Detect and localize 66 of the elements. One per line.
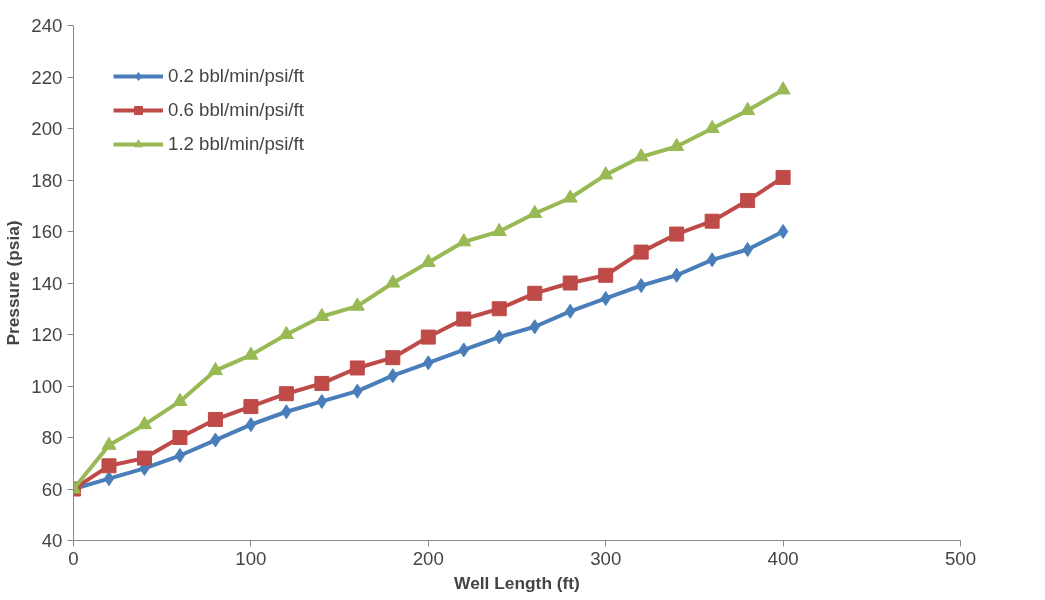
y-tick-label: 220	[31, 66, 63, 88]
point	[420, 329, 436, 345]
point	[740, 101, 756, 116]
legend-label: 0.6 bbl/min/psi/ft	[168, 99, 304, 121]
point	[136, 416, 152, 430]
point	[278, 325, 294, 340]
point	[598, 267, 614, 283]
point	[633, 148, 649, 162]
point	[420, 253, 436, 267]
point	[669, 137, 685, 152]
x-tick-label: 0	[68, 547, 79, 569]
point	[562, 189, 578, 203]
point	[491, 222, 507, 237]
point	[349, 360, 365, 376]
point	[562, 275, 578, 291]
y-tick-label: 60	[41, 478, 63, 500]
point	[456, 233, 472, 247]
point	[316, 393, 328, 409]
point	[174, 448, 186, 464]
x-tick-label: 400	[767, 547, 799, 569]
point	[706, 252, 718, 268]
legend-label: 1.2 bbl/min/psi/ft	[168, 133, 304, 155]
point	[207, 361, 223, 376]
y-tick-label: 200	[31, 118, 63, 139]
y-tick-label: 40	[41, 530, 63, 551]
y-tick-label: 160	[31, 221, 63, 242]
x-tick-label: 500	[944, 547, 977, 569]
point	[314, 307, 330, 322]
y-axis-title: Pressure (psia)	[3, 220, 24, 346]
y-tick-label: 180	[31, 169, 63, 191]
x-tick-label: 100	[235, 547, 267, 569]
legend-label: 0.2 bbl/min/psi/ft	[168, 65, 304, 87]
point	[527, 285, 543, 301]
x-axis-title: Well Length (ft)	[454, 572, 580, 593]
point	[172, 430, 188, 445]
point	[740, 193, 756, 209]
point	[314, 375, 330, 391]
point	[349, 297, 365, 311]
point	[103, 471, 115, 487]
point	[207, 411, 223, 427]
point	[245, 417, 257, 433]
y-tick-label: 140	[31, 272, 63, 294]
x-tick-label: 300	[590, 547, 622, 569]
point	[243, 399, 259, 415]
point	[136, 450, 152, 466]
point	[278, 386, 294, 402]
point	[777, 224, 789, 239]
point	[704, 119, 720, 134]
point	[669, 226, 685, 242]
x-tick-label: 200	[412, 547, 444, 569]
point	[101, 458, 117, 474]
point	[456, 311, 472, 327]
y-tick-label: 120	[31, 324, 63, 345]
point	[385, 350, 401, 366]
y-tick-label: 100	[31, 375, 63, 397]
y-tick-label: 240	[31, 15, 63, 36]
point	[491, 301, 507, 317]
point	[704, 213, 720, 229]
point	[775, 81, 791, 95]
point	[633, 244, 649, 260]
point	[598, 166, 614, 180]
y-tick-label: 80	[41, 427, 63, 448]
point	[775, 169, 791, 185]
point	[385, 274, 401, 288]
point	[243, 346, 259, 360]
point	[527, 204, 543, 219]
